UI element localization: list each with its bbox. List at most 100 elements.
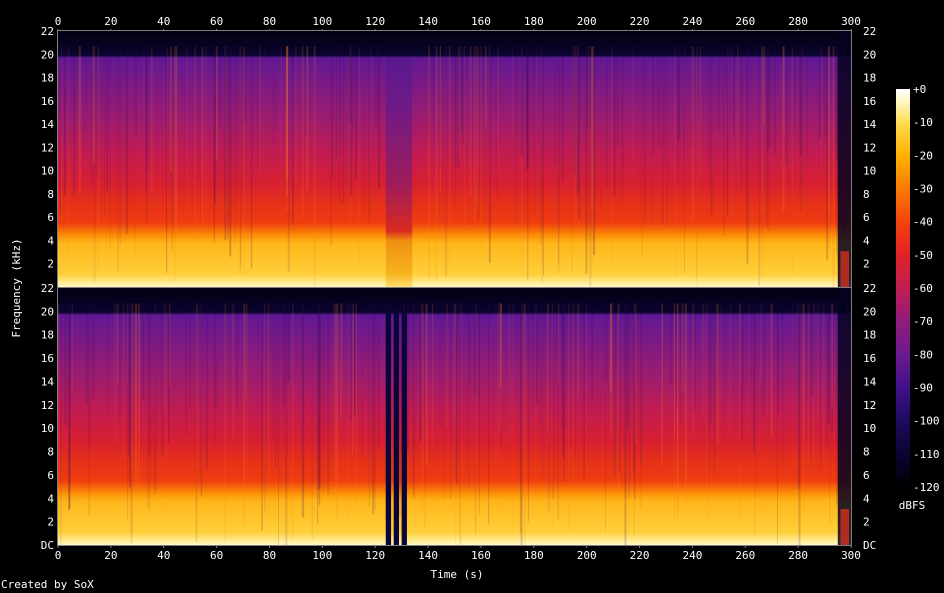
channel-2-striation [552,303,554,500]
channel-2-striation [64,303,67,426]
channel-2-striation [292,303,294,542]
channel-1-striation [818,46,821,138]
channel-1-striation [61,46,63,223]
channel-1-striation [527,46,530,167]
channel-1-striation [820,46,822,173]
colorbar-tick-label: -50 [913,249,933,262]
channel-1-striation [696,46,698,279]
channel-2-striation [413,303,415,415]
channel-2-striation [123,303,125,460]
channel-2-striation [563,303,565,482]
channel-2-striation [92,303,95,400]
channel-1-striation [292,46,294,225]
channel-2-striation [149,303,151,457]
channel-2-striation [71,303,74,395]
x-tick-top-label: 160 [471,15,491,28]
channel-2-striation [351,303,354,457]
channel-2-striation [624,303,627,549]
channel-2-striation [246,303,247,400]
colorbar-tick-label: -60 [913,282,933,295]
channel-1-striation [229,46,232,257]
channel-2-striation [692,303,694,436]
channel-1-striation [723,46,725,236]
channel-2-striation [196,303,198,511]
y-tick-left-label: 20 [41,305,54,318]
channel-1-striation [146,46,148,171]
channel-2-striation [264,303,266,514]
x-tick-bottom-label: 40 [157,549,170,562]
channel-2-striation [562,303,565,458]
channel-2-striation [572,303,575,505]
channel-2-striation [285,303,288,550]
channel-2-striation [497,303,500,511]
channel-1-striation [806,46,808,161]
channel-2-striation [131,303,134,533]
channel-1-striation [658,46,661,148]
channel-2-striation [535,303,538,403]
channel-2-striation [114,303,116,445]
y-tick-left-label: 4 [47,234,54,247]
x-tick-bottom-label: 180 [524,549,544,562]
channel-1-striation [432,46,434,126]
channel-1-striation [536,46,538,266]
channel-2-striation [138,303,141,490]
x-tick-bottom-label: 160 [471,549,491,562]
x-tick-bottom-label: 120 [365,549,385,562]
channel-2-striation [278,303,279,546]
channel-2-striation [800,303,803,410]
channel-1-striation [305,46,307,137]
channel-2-striation [261,303,263,531]
axes [57,30,852,546]
channel-1-striation [166,46,168,273]
channel-1-striation [782,46,785,133]
channel-1-striation [835,46,838,147]
channel-2-striation [813,303,815,385]
y-tick-left-label: 18 [41,329,54,342]
channel-2-striation [311,303,314,541]
channel-1-striation [526,46,528,171]
channel-1-striation [143,46,145,188]
channel-2-striation [807,303,810,463]
channel-1-striation [653,46,655,155]
channel-2-striation [626,303,629,431]
channel-2-striation [678,303,682,422]
y-tick-right-label: 14 [863,375,877,388]
channel-1-striation [553,46,556,166]
channel-1-striation [761,46,764,215]
x-tick-bottom-label: 20 [104,549,117,562]
channel-1-striation [571,46,573,272]
channel-2-striation [776,303,779,413]
y-tick-left-label: 18 [41,72,54,85]
channel-2-striation [767,303,768,549]
y-tick-left-label: 22 [41,282,54,295]
channel-2-striation [716,303,718,448]
channel-1-striation [526,46,529,280]
channel-1-striation [83,46,86,141]
channel-2-striation [750,303,752,384]
channel-2-striation [557,303,559,520]
channel-2-striation [710,303,712,425]
y-tick-left-label: 16 [41,95,54,108]
channel-2-striation [520,303,523,547]
channel-2-striation [781,303,783,400]
channel-2-striation [349,303,350,485]
channel-1-striation [662,46,664,225]
channel-2-striation [214,303,216,445]
channel-1-striation [151,46,153,195]
channel-2-striation [353,303,356,416]
channel-1-striation [836,46,839,161]
channel-2-striation [540,303,541,426]
channel-1-striation [448,46,450,269]
channel-2-striation [188,303,191,408]
channel-1-striation [497,46,499,173]
channel-1-striation [301,46,304,218]
channel-2-striation [287,303,290,382]
channel-2-striation [264,303,265,507]
colorbar-tick-label: -10 [913,116,933,129]
channel-2-striation [108,303,110,420]
channel-1-striation [223,46,225,205]
channel-2-striation [161,303,163,456]
x-tick-top-label: 260 [735,15,755,28]
channel-1-striation [239,46,242,275]
channel-1-striation [774,46,776,154]
